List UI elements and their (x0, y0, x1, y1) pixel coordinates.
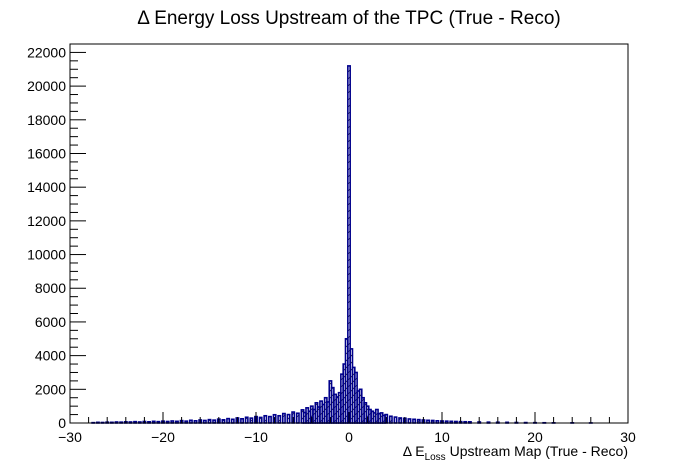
histogram-bin (287, 415, 289, 423)
y-tick-label: 20000 (27, 78, 66, 94)
x-tick-label: 0 (345, 429, 353, 445)
x-tick-label: −30 (58, 429, 82, 445)
histogram-bin (208, 420, 210, 423)
y-tick-label: 8000 (35, 280, 66, 296)
y-tick-label: 12000 (27, 213, 66, 229)
histogram-bin (250, 418, 252, 423)
y-tick-label: 16000 (27, 145, 66, 161)
histogram-bin (246, 417, 248, 423)
y-tick-label: 2000 (35, 381, 66, 397)
y-axis: 0 2000 4000 6000 8000 10000 12000 14000 16000 180… (27, 44, 86, 431)
y-tick-label: 22000 (27, 44, 66, 60)
histogram-bin (399, 418, 401, 423)
x-tick-label: −10 (244, 429, 268, 445)
histogram-bin (394, 417, 396, 423)
chart-title: Δ Energy Loss Upstream of the TPC (True … (137, 8, 560, 29)
histogram-bars (92, 66, 592, 423)
x-axis-label-suffix: Upstream Map (True - Reco) (446, 443, 628, 459)
histogram-bin (241, 419, 243, 423)
y-tick-label: 10000 (27, 247, 66, 263)
x-axis-label: Δ ELoss Upstream Map (True - Reco) (403, 443, 628, 463)
histogram-bin (418, 420, 420, 423)
y-tick-label: 18000 (27, 112, 66, 128)
histogram-bin (227, 419, 229, 423)
histogram-bin (232, 419, 234, 423)
histogram-bin (283, 414, 285, 423)
y-tick-label: 14000 (27, 179, 66, 195)
histogram-bin (259, 417, 261, 423)
histogram-bin (413, 419, 415, 423)
y-tick-label: 4000 (35, 348, 66, 364)
histogram-bin (390, 416, 392, 423)
histogram-bin (269, 417, 271, 423)
histogram-bin (297, 413, 299, 423)
x-axis-label-subscript: Loss (425, 452, 446, 463)
histogram-bin (408, 419, 410, 423)
y-tick-label: 6000 (35, 314, 66, 330)
x-axis-label-prefix: Δ E (403, 443, 425, 459)
histogram-bin (278, 416, 280, 423)
histogram-bin (264, 416, 266, 423)
x-tick-label: −20 (151, 429, 175, 445)
y-tick-label: 0 (58, 415, 66, 431)
